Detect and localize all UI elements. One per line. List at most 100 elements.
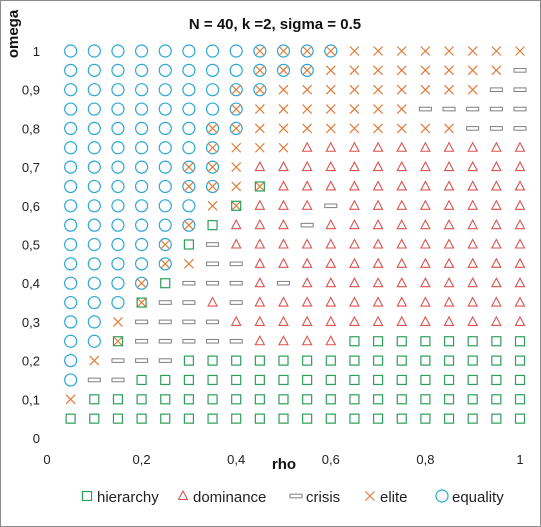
point-elite [254,84,265,95]
point-elite [396,84,407,95]
point-elite [302,123,313,134]
point-equality [135,257,149,271]
point-elite [254,181,265,192]
point-dominance [372,218,384,230]
point-dominance [419,238,431,249]
point-elite [396,46,407,56]
point-dominance [467,277,479,288]
point-elite [254,65,265,76]
chart-title: N = 40, k =2, sigma = 0.5 [189,16,361,33]
point-equality [182,83,196,97]
point-dominance [490,315,502,326]
point-dominance [349,141,360,152]
point-dominance [278,160,289,172]
point-elite [515,46,525,56]
legend-symbol-hierarchy [81,490,93,502]
point-elite [349,123,360,134]
point-elite [231,200,242,211]
point-dominance [278,315,289,326]
point-crisis [158,338,172,344]
point-dominance [443,257,455,268]
point-dominance [301,257,313,268]
point-dominance [254,257,266,268]
point-elite [373,84,384,95]
point-equality [182,199,196,213]
point-dominance [419,218,431,230]
point-dominance [372,141,384,152]
point-hierarchy [231,374,242,386]
point-hierarchy [302,413,313,424]
point-elite [278,46,289,56]
point-dominance [514,315,526,326]
point-crisis [442,106,456,112]
point-elite [420,65,431,76]
point-equality [158,83,172,97]
point-hierarchy [183,355,194,366]
point-equality [158,102,172,116]
point-elite [349,104,360,114]
point-crisis [466,106,480,112]
point-equality [276,44,291,58]
point-equality [87,218,101,232]
point-hierarchy [231,355,242,366]
point-elite [207,162,218,173]
y-tick-label: 0,7 [22,160,40,175]
point-hierarchy [491,336,502,347]
point-elite [467,65,478,76]
point-dominance [349,199,360,210]
point-equality [300,44,314,58]
point-hierarchy [254,374,265,386]
point-equality [205,83,220,97]
point-dominance [254,238,266,249]
point-dominance [372,277,384,288]
point-dominance [372,296,384,307]
point-equality [158,63,172,77]
point-equality [111,257,125,271]
point-dominance [254,277,266,288]
point-elite [420,84,431,95]
point-hierarchy [183,394,194,405]
x-tick-label: 1 [516,452,523,467]
point-elite [65,394,76,405]
x-tick-label: 0,6 [322,452,340,467]
y-tick-label: 0,4 [22,276,40,291]
point-elite [373,46,384,56]
point-equality [111,199,125,213]
point-equality [182,179,196,194]
point-equality [64,295,78,310]
point-elite [325,104,336,114]
point-crisis [324,203,338,209]
point-equality [205,160,220,174]
y-tick-label: 0,8 [22,121,40,136]
legend-label-elite: elite [380,489,408,506]
point-equality [87,160,101,174]
point-hierarchy [467,413,478,424]
point-equality [87,83,101,97]
point-hierarchy [302,374,313,386]
point-equality [135,199,149,213]
point-equality [135,237,149,252]
point-crisis [418,106,432,112]
point-dominance [278,257,289,268]
point-elite [254,104,265,114]
point-dominance [349,180,360,191]
point-dominance [372,199,384,210]
point-dominance [467,141,479,152]
point-hierarchy [514,374,526,386]
point-hierarchy [89,394,100,405]
point-dominance [490,218,502,230]
point-dominance [396,199,408,210]
point-hierarchy [467,374,478,386]
legend-symbol-dominance [177,489,189,501]
point-hierarchy [183,374,194,386]
point-equality [135,179,149,194]
point-crisis [158,300,172,305]
point-equality [253,63,267,77]
point-elite [207,181,218,192]
x-tick-label: 0 [43,452,50,467]
point-equality [135,218,149,232]
point-dominance [443,199,455,210]
point-equality [111,83,125,97]
point-dominance [325,315,337,326]
point-hierarchy [420,336,431,347]
